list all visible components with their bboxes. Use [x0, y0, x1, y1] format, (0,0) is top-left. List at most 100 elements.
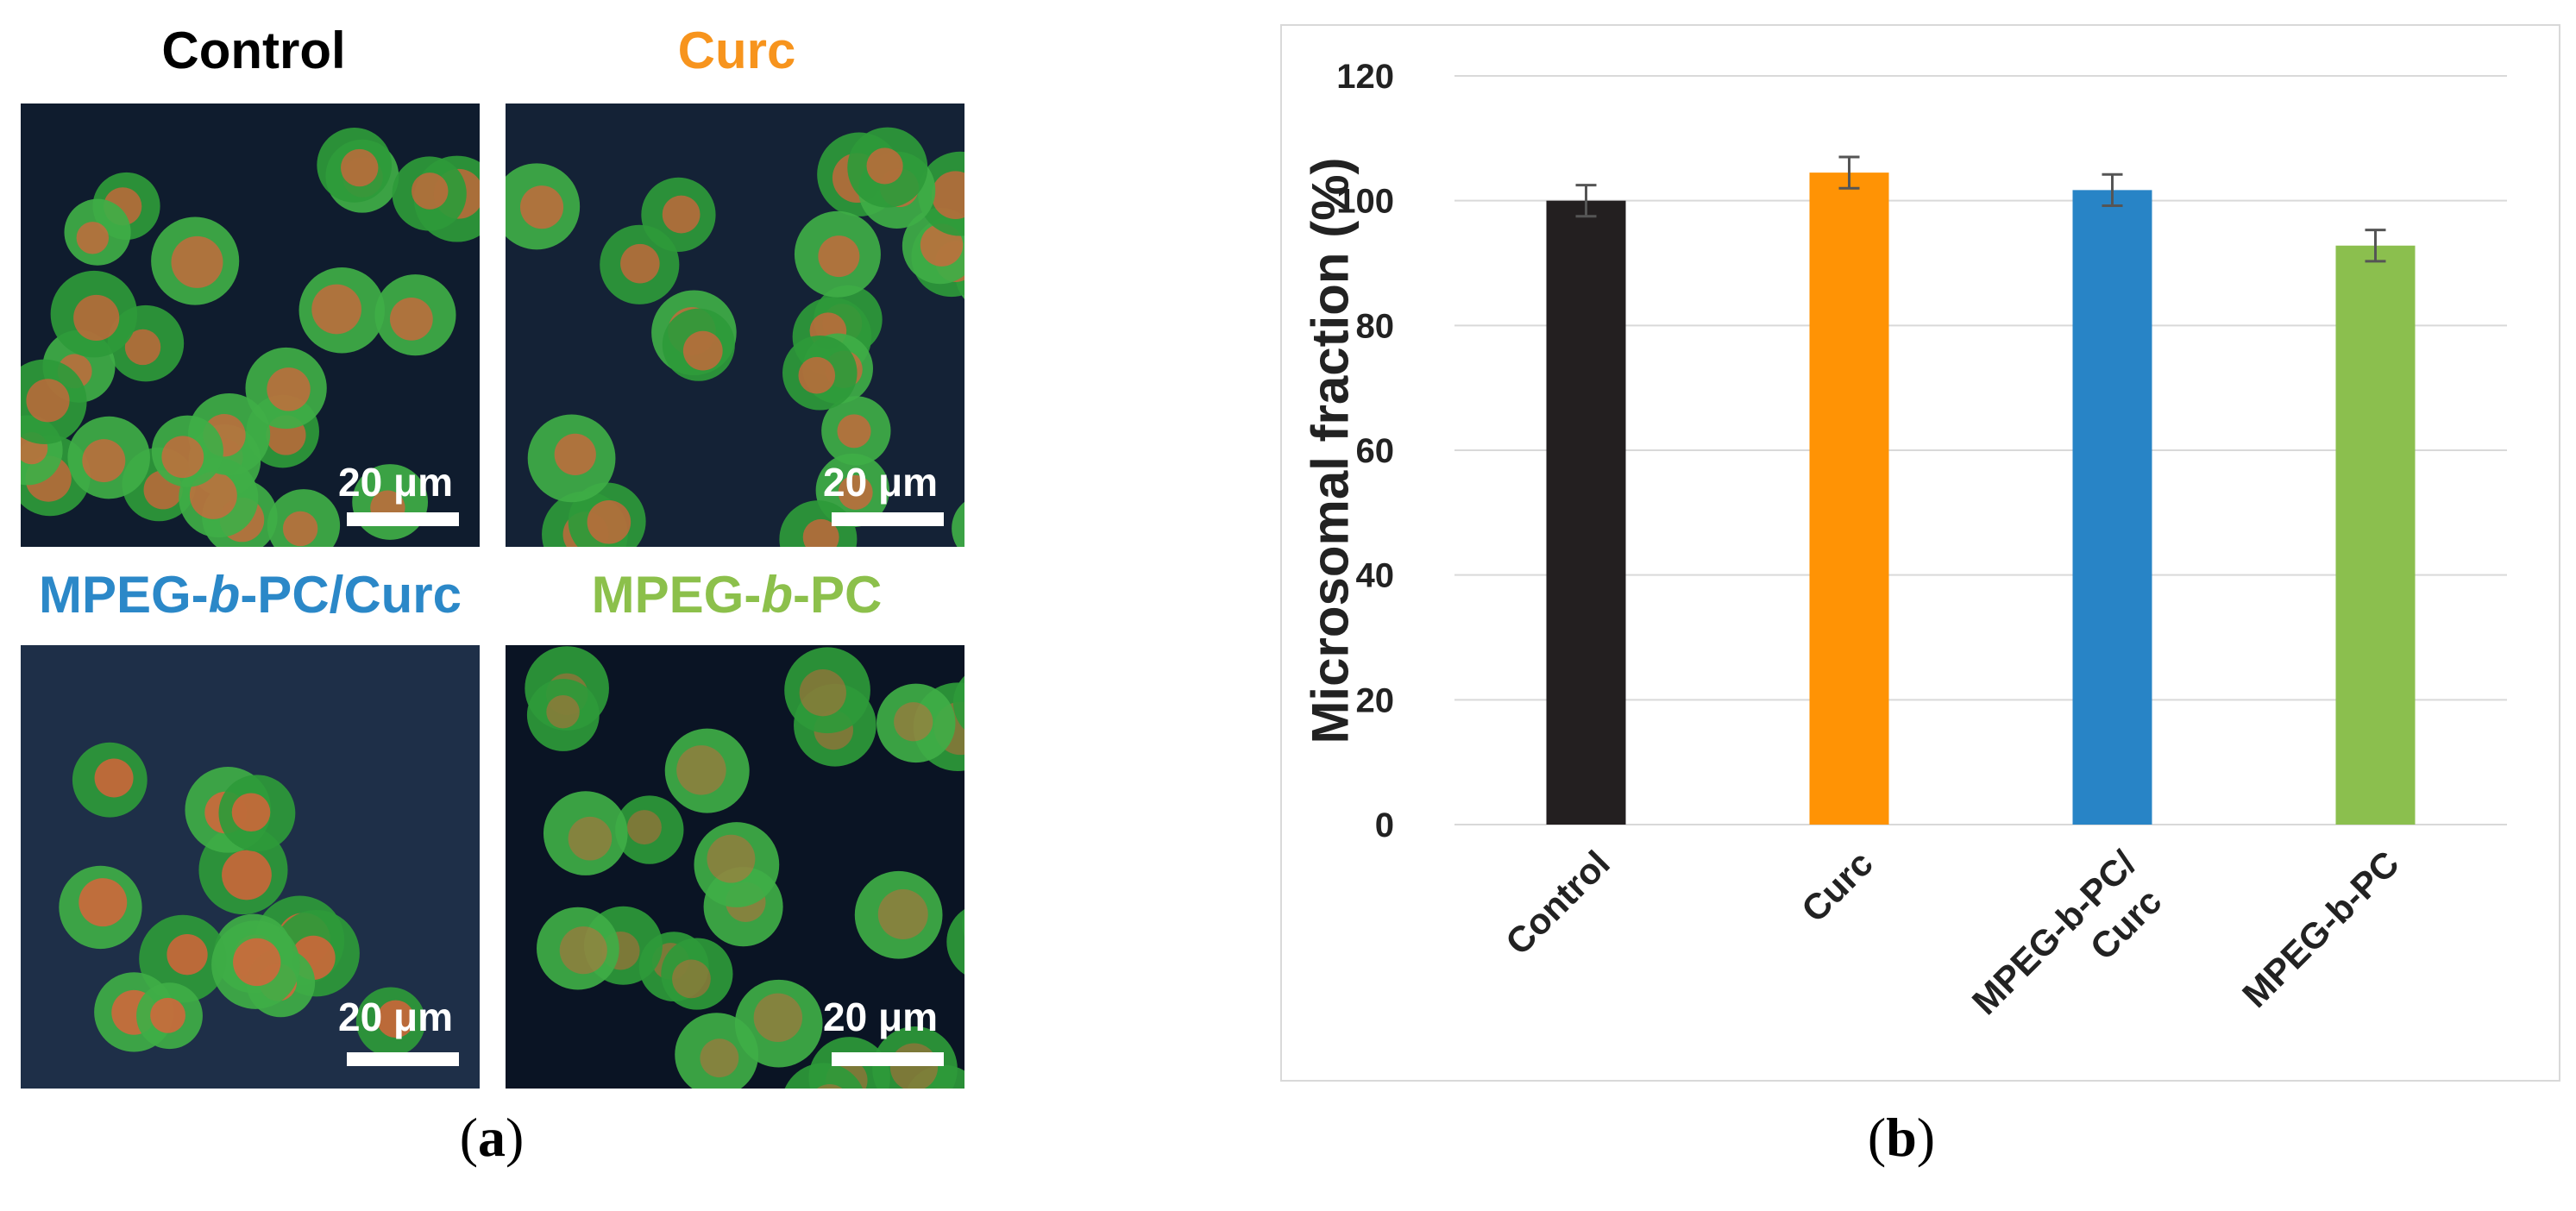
panel-title-mpeg-curc-b: b [208, 566, 241, 624]
cell-nucleus [700, 1038, 739, 1078]
cell-nucleus [799, 669, 846, 717]
scale-bar-mpeg-curc [347, 1052, 459, 1066]
cell [615, 795, 684, 864]
cell-nucleus [282, 511, 318, 547]
bar [1546, 200, 1626, 825]
y-tick-label: 20 [1356, 681, 1395, 719]
panel-title-curc-text: Curc [677, 22, 796, 79]
panel-title-mpeg-curc: MPEG-b-PC/Curc [9, 565, 492, 624]
cell-nucleus [311, 284, 361, 335]
cell-nucleus [559, 926, 607, 975]
cell-nucleus [124, 329, 161, 366]
y-tick-label: 0 [1375, 806, 1394, 844]
y-tick-label: 60 [1356, 432, 1395, 470]
cell-nucleus [568, 816, 613, 861]
cell-nucleus [816, 1084, 843, 1089]
cell-nucleus [798, 356, 836, 394]
micrograph-control: 20 μm [21, 104, 480, 547]
panel-title-mpeg-b: b [761, 566, 793, 624]
cell-nucleus [546, 694, 580, 729]
figure-label-b: (b) [1815, 1106, 1988, 1170]
panel-title-control: Control [21, 21, 487, 80]
y-tick-label: 80 [1356, 307, 1395, 345]
scale-label-control: 20 μm [338, 460, 453, 505]
scale-label-mpeg: 20 μm [823, 995, 938, 1039]
micrograph-mpeg: 20 μm [506, 645, 964, 1089]
cells-image-curc [506, 104, 964, 547]
cell-nucleus [802, 518, 839, 547]
cell-nucleus [150, 997, 185, 1033]
cell [962, 910, 964, 938]
panel-title-mpeg-curc-c: -PC/Curc [240, 566, 462, 624]
bar-chart-svg: 0 20 40 60 80 100 120 Control Curc MPEG-b-PC/Curc… [1336, 58, 2507, 1022]
cell [734, 979, 823, 1068]
cell-nucleus [554, 433, 596, 476]
cell-nucleus [753, 993, 803, 1043]
cell-nucleus [161, 436, 204, 479]
cell-nucleus [707, 834, 756, 883]
panel-title-mpeg: MPEG-b-PC [504, 565, 970, 624]
cell-nucleus [519, 185, 564, 229]
cell-nucleus [166, 934, 208, 976]
cell-nucleus [82, 439, 126, 483]
cells-image-mpeg-curc [21, 645, 480, 1089]
bar-chart: 0 20 40 60 80 100 120 Control Curc MPEG-b-PC/Curc… [1280, 24, 2560, 1082]
bar [1809, 173, 1889, 825]
bar [2072, 190, 2152, 825]
cell-nucleus [26, 379, 70, 423]
cell-nucleus [76, 222, 110, 254]
y-axis-label: Microsomal fraction (%) [1301, 156, 1360, 744]
cell [543, 791, 628, 875]
cell-nucleus [837, 414, 871, 449]
cell-nucleus [620, 243, 660, 284]
cell-nucleus [94, 758, 134, 798]
cell-nucleus [838, 474, 873, 510]
cell [876, 683, 956, 763]
y-tick-label: 120 [1336, 58, 1394, 96]
cell-nucleus [818, 235, 860, 278]
cell [694, 822, 780, 907]
figure-label-a-letter: a [478, 1107, 506, 1168]
cell-nucleus [222, 850, 272, 900]
cell [784, 1063, 864, 1089]
micrograph-mpeg-curc: 20 μm [21, 645, 480, 1089]
micrograph-curc: 20 μm [506, 104, 964, 547]
scale-bar-curc [832, 512, 944, 526]
cell-nucleus [341, 148, 379, 187]
panel-title-mpeg-a: MPEG- [591, 566, 762, 624]
cell-nucleus [662, 195, 701, 234]
cell-nucleus [231, 793, 271, 832]
x-tick-label: Control [1498, 843, 1618, 963]
cells-image-control [21, 104, 480, 547]
panel-title-mpeg-c: -PC [792, 566, 883, 624]
figure-label-b-letter: b [1886, 1107, 1917, 1168]
cell [952, 501, 964, 547]
panel-title-curc: Curc [504, 21, 970, 80]
cell [946, 909, 964, 975]
cell [537, 907, 619, 990]
scale-label-curc: 20 μm [823, 460, 938, 505]
cell-nucleus [389, 298, 433, 341]
x-tick-label: MPEG-b-PC [2234, 843, 2407, 1015]
cell-nucleus [587, 500, 631, 544]
cell-nucleus [267, 367, 311, 411]
scale-bar-control [347, 512, 459, 526]
cell [784, 647, 870, 734]
y-tick-label: 100 [1336, 183, 1394, 221]
cell-nucleus [233, 938, 281, 987]
cell [854, 870, 943, 959]
panel-title-control-text: Control [161, 22, 346, 79]
figure-label-a: (a) [405, 1106, 578, 1170]
cell-nucleus [931, 171, 964, 219]
cell-nucleus [79, 878, 128, 927]
figure-label-b-open: ( [1867, 1107, 1887, 1168]
cell-nucleus [171, 235, 223, 288]
figure-label-a-close: ) [506, 1107, 525, 1168]
x-tick-label: Curc [1794, 843, 1881, 930]
figure-label-a-open: ( [459, 1107, 478, 1168]
cell-nucleus [866, 147, 903, 185]
panel-title-mpeg-curc-a: MPEG- [38, 566, 209, 624]
y-tick-label: 40 [1356, 557, 1395, 595]
cell-nucleus [672, 959, 711, 999]
cell-nucleus [376, 1000, 415, 1038]
